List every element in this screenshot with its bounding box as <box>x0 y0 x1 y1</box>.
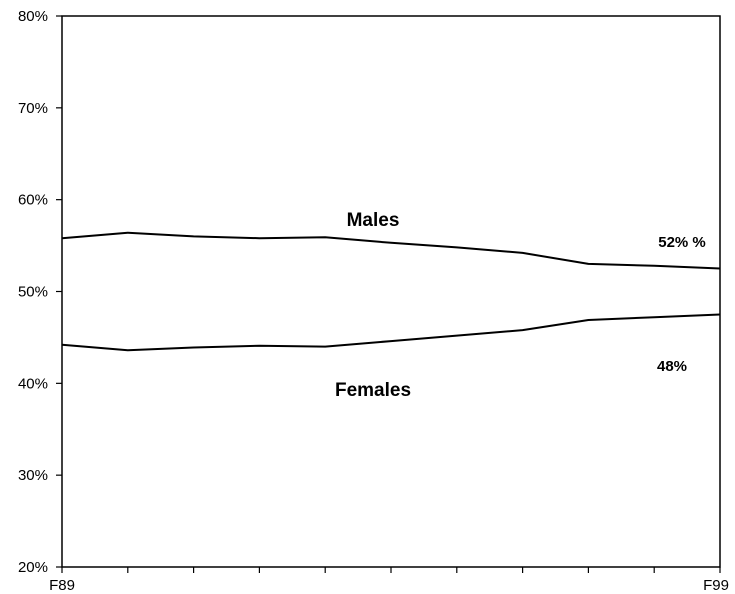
x-tick-label-first: F89 <box>49 577 75 594</box>
x-axis: F89 F99 <box>49 567 729 594</box>
y-tick-label: 70% <box>18 100 48 117</box>
series-line-females <box>61 313 721 352</box>
series-label-females: Females <box>335 380 411 401</box>
series-line-males <box>61 231 721 270</box>
y-tick-label: 40% <box>18 375 48 392</box>
y-tick-label: 60% <box>18 192 48 209</box>
series-label-males: Males <box>347 210 400 231</box>
y-axis: 20% 30% 40% 50% 60% 70% 80% <box>18 8 62 576</box>
y-tick-label: 50% <box>18 284 48 301</box>
series-lines <box>61 231 721 352</box>
x-tick-label-last: F99 <box>703 577 729 594</box>
y-tick-label: 30% <box>18 467 48 484</box>
end-label-females: 48% <box>657 358 687 375</box>
y-tick-label: 80% <box>18 8 48 25</box>
y-tick-label: 20% <box>18 559 48 576</box>
plot-frame <box>61 15 721 568</box>
end-label-males: 52% % <box>658 234 706 251</box>
